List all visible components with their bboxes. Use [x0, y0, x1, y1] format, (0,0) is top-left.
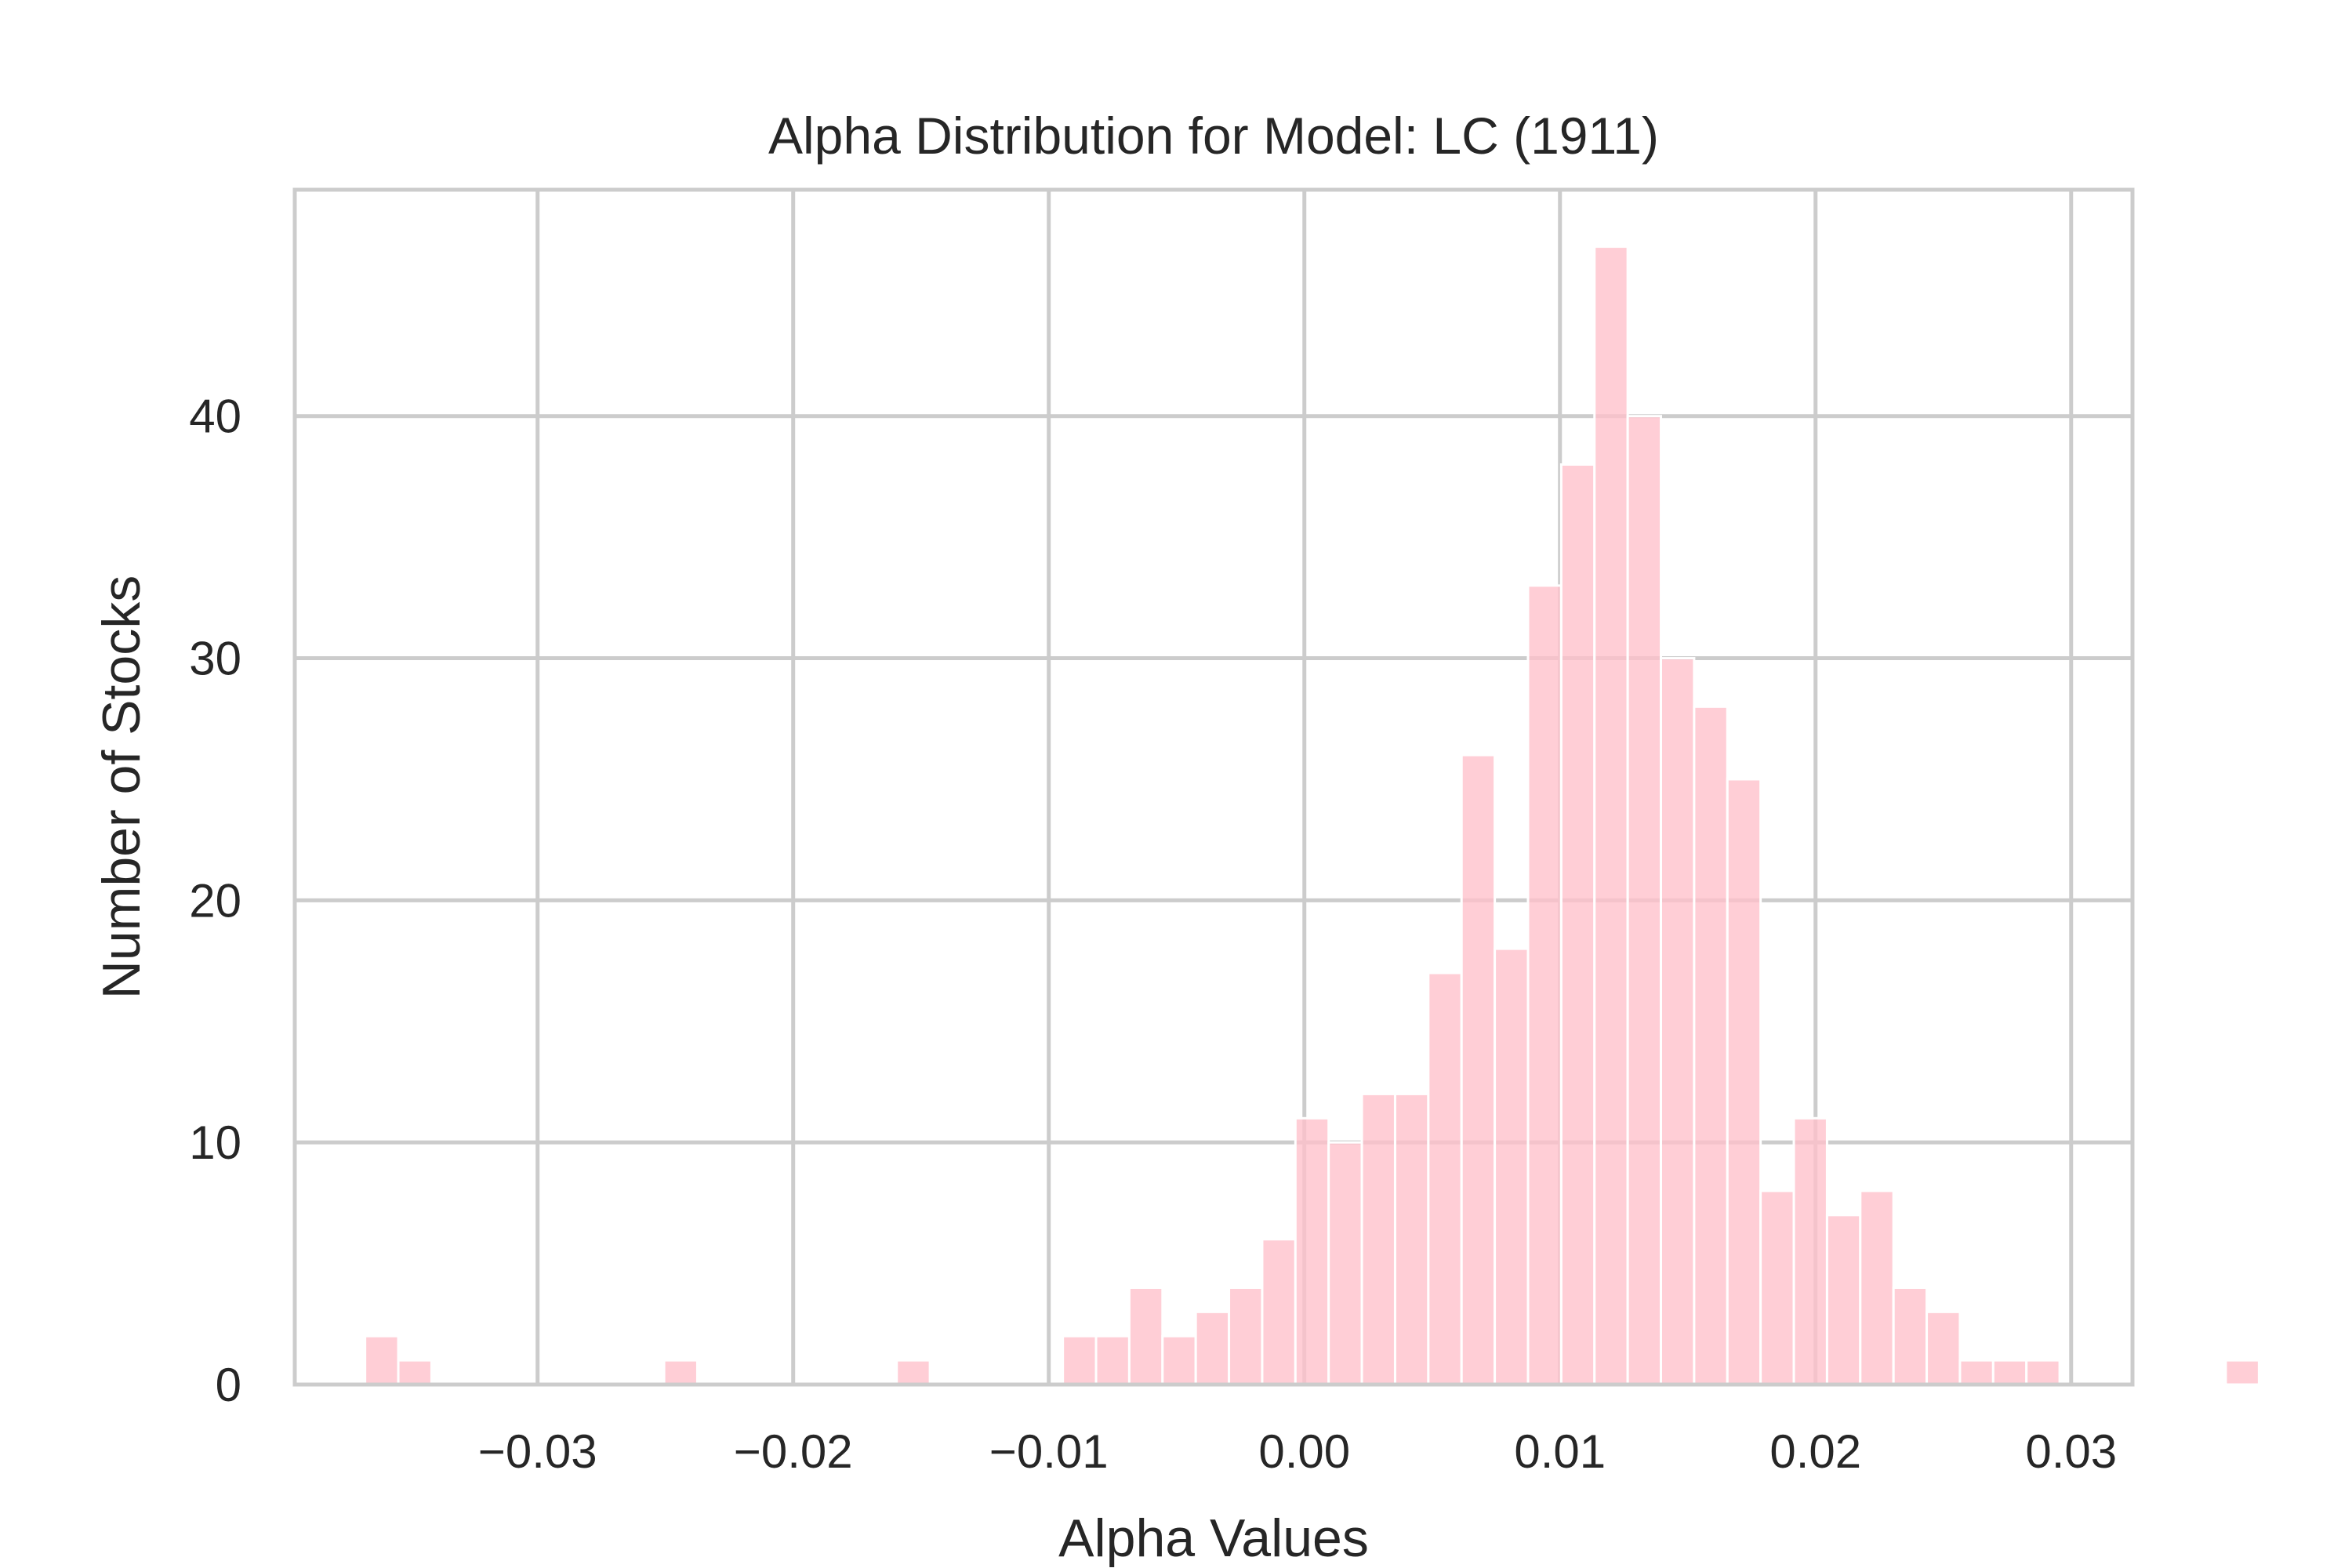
- histogram-bar: [1958, 1359, 1994, 1386]
- y-tick-label: 30: [189, 633, 241, 685]
- x-tick-label: 0.01: [1514, 1425, 1606, 1478]
- histogram-bar: [1228, 1286, 1264, 1386]
- histogram-bar: [662, 1359, 699, 1386]
- ticks-layer: −0.03 −0.02 −0.01 0.00 0.01 0.02 0.03 0 10 20 30 40: [189, 390, 2117, 1478]
- y-axis-label: Number of Stocks: [92, 575, 151, 999]
- histogram-bar: [2224, 1359, 2260, 1386]
- x-tick-label: 0.03: [2025, 1425, 2117, 1478]
- histogram-bar: [1427, 971, 1463, 1386]
- x-tick-label: −0.01: [989, 1425, 1109, 1478]
- histogram-bar: [1494, 947, 1530, 1386]
- grid-layer: [295, 190, 2132, 1387]
- y-tick-label: 40: [189, 390, 241, 443]
- histogram-bar: [1261, 1238, 1297, 1386]
- histogram-bar: [1693, 705, 1729, 1386]
- histogram-bar: [1194, 1310, 1231, 1386]
- x-tick-label: 0.00: [1258, 1425, 1350, 1478]
- histogram-bar: [1460, 753, 1497, 1386]
- x-tick-label: −0.02: [734, 1425, 853, 1478]
- y-tick-label: 10: [189, 1116, 241, 1169]
- x-tick-label: −0.03: [478, 1425, 597, 1478]
- y-tick-label: 20: [189, 874, 241, 927]
- histogram-bar: [364, 1334, 400, 1386]
- histogram-bar: [1825, 1214, 1862, 1386]
- histogram-bar: [1759, 1189, 1795, 1386]
- histogram-bar: [397, 1359, 433, 1386]
- histogram-bar: [1062, 1334, 1098, 1386]
- histogram-bar: [1726, 778, 1762, 1386]
- histogram-bar: [1926, 1310, 1962, 1386]
- histogram-bar: [1660, 657, 1696, 1386]
- x-axis-label: Alpha Values: [1058, 1508, 1369, 1568]
- plot-frame: [292, 187, 2135, 1387]
- bars-layer: [364, 245, 2260, 1386]
- histogram-bar: [1161, 1334, 1197, 1386]
- histogram-bar: [1294, 1116, 1330, 1386]
- histogram-bar: [1626, 415, 1663, 1386]
- histogram-bar: [1859, 1189, 1895, 1386]
- histogram-bar: [1327, 1141, 1363, 1386]
- histogram-bar: [1991, 1359, 2028, 1386]
- histogram-bar: [1094, 1334, 1131, 1386]
- histogram-bar: [1792, 1116, 1828, 1386]
- histogram-bar: [1127, 1286, 1164, 1386]
- histogram-bar: [1360, 1092, 1396, 1386]
- histogram-bar: [1892, 1286, 1929, 1386]
- histogram-bar: [1593, 245, 1629, 1386]
- histogram-bar: [895, 1359, 931, 1386]
- y-tick-label: 0: [216, 1359, 241, 1411]
- histogram-bar: [1393, 1092, 1430, 1386]
- x-tick-label: 0.02: [1769, 1425, 1861, 1478]
- histogram-bar: [1526, 584, 1563, 1386]
- histogram-bar: [1559, 463, 1596, 1386]
- histogram-bar: [2025, 1359, 2061, 1386]
- chart-title: Alpha Distribution for Model: LC (1911): [768, 107, 1659, 165]
